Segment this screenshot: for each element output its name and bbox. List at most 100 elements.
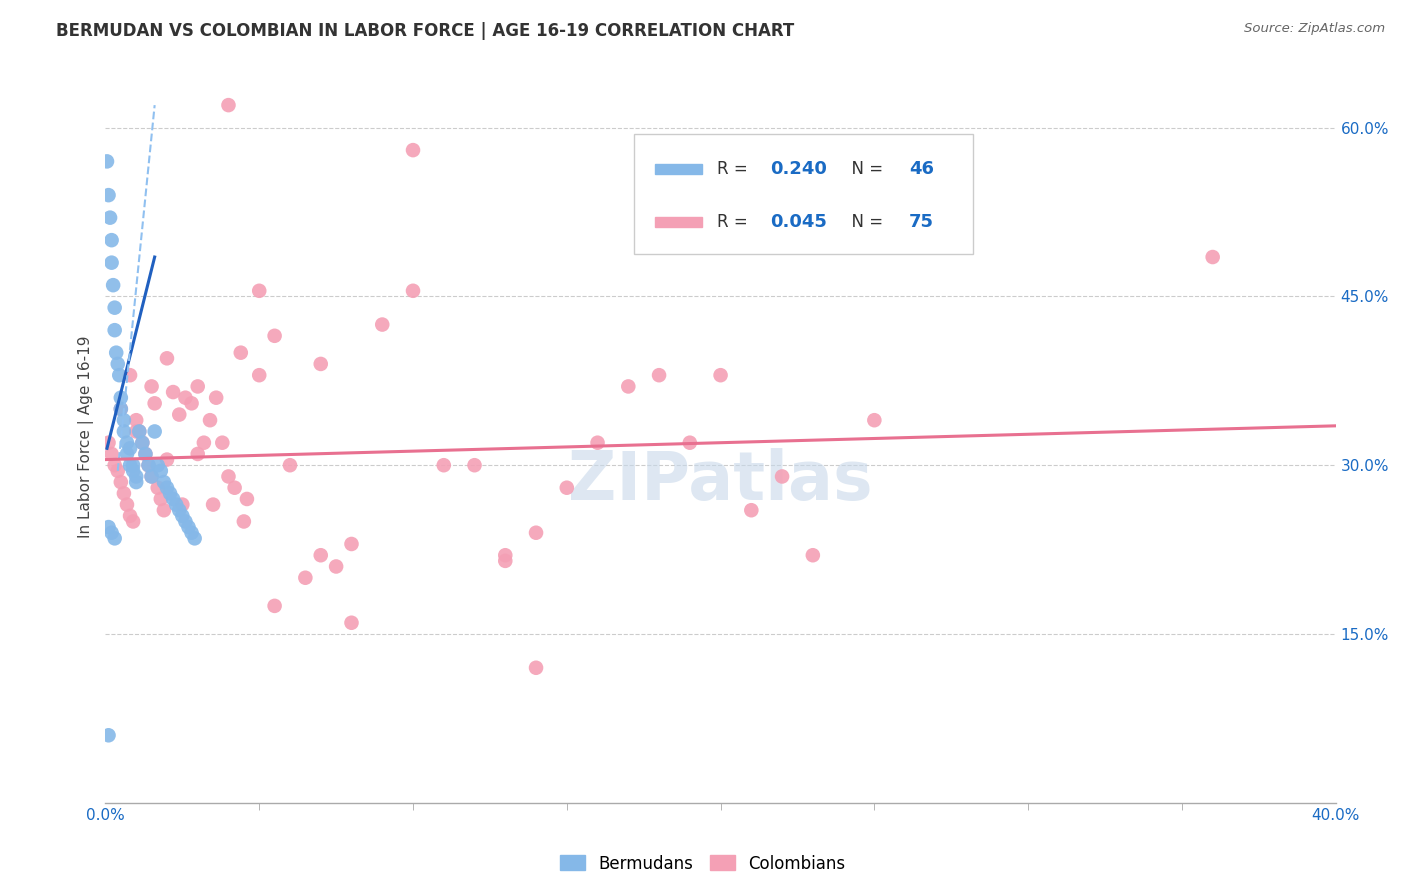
Point [586,435,609,450]
FancyBboxPatch shape [634,134,973,254]
Point [1201,250,1223,264]
Point [524,661,547,675]
Point [202,498,225,512]
Point [169,408,191,422]
Point [131,435,153,450]
Point [402,143,425,157]
Point [232,515,254,529]
Text: R =: R = [717,213,752,231]
Point [104,323,127,337]
Point [105,345,128,359]
Text: 0.240: 0.240 [770,160,827,178]
Point [112,486,135,500]
Point [100,255,122,269]
Point [180,396,202,410]
Point [115,498,138,512]
Point [97,435,120,450]
Point [112,425,135,439]
Point [770,469,793,483]
Point [648,368,671,383]
Point [165,498,187,512]
Point [104,532,127,546]
Point [187,379,209,393]
Point [247,368,270,383]
Point [156,481,179,495]
Point [138,458,160,473]
Point [146,458,169,473]
Point [162,385,184,400]
Point [112,413,135,427]
Point [325,559,347,574]
Point [236,491,259,506]
Point [115,435,138,450]
Point [801,548,824,562]
Text: N =: N = [841,213,889,231]
Point [107,357,129,371]
Point [107,464,129,478]
Text: 46: 46 [908,160,934,178]
Point [177,520,200,534]
Point [110,391,132,405]
Point [149,491,172,506]
Text: 0.045: 0.045 [770,213,827,231]
Point [120,368,141,383]
Point [125,475,148,489]
Point [402,284,425,298]
Point [125,425,148,439]
Point [162,491,184,506]
Point [100,233,122,247]
Point [134,447,156,461]
Text: ZIPatlas: ZIPatlas [568,448,873,514]
Point [149,464,172,478]
Text: 75: 75 [908,213,934,231]
Point [104,458,127,473]
Point [143,396,166,410]
Point [97,520,120,534]
Point [494,554,516,568]
Point [433,458,456,473]
Point [153,475,176,489]
Point [218,98,240,112]
Point [100,525,122,540]
Point [205,391,228,405]
Point [159,486,181,500]
Point [193,435,215,450]
Point [156,351,179,366]
Point [174,391,197,405]
Point [120,442,141,456]
Point [141,469,163,483]
Point [143,425,166,439]
Point [340,537,363,551]
Point [464,458,486,473]
Point [617,379,640,393]
Point [172,498,194,512]
Point [97,188,120,202]
Point [122,464,145,478]
Point [278,458,301,473]
Point [371,318,394,332]
Point [156,452,179,467]
Point [294,571,316,585]
Point [110,401,132,416]
Point [100,447,122,461]
Point [180,525,202,540]
Point [218,469,240,483]
Point [956,211,979,225]
Point [134,447,156,461]
Point [110,475,132,489]
Point [98,211,121,225]
Point [224,481,246,495]
Point [198,413,221,427]
Point [131,435,153,450]
Point [172,508,194,523]
Y-axis label: In Labor Force | Age 16-19: In Labor Force | Age 16-19 [79,335,94,539]
Point [104,301,127,315]
Point [122,458,145,473]
Point [710,368,733,383]
Point [146,481,169,495]
Point [309,548,332,562]
Point [309,357,332,371]
Point [679,435,702,450]
Point [97,728,120,742]
Point [187,447,209,461]
